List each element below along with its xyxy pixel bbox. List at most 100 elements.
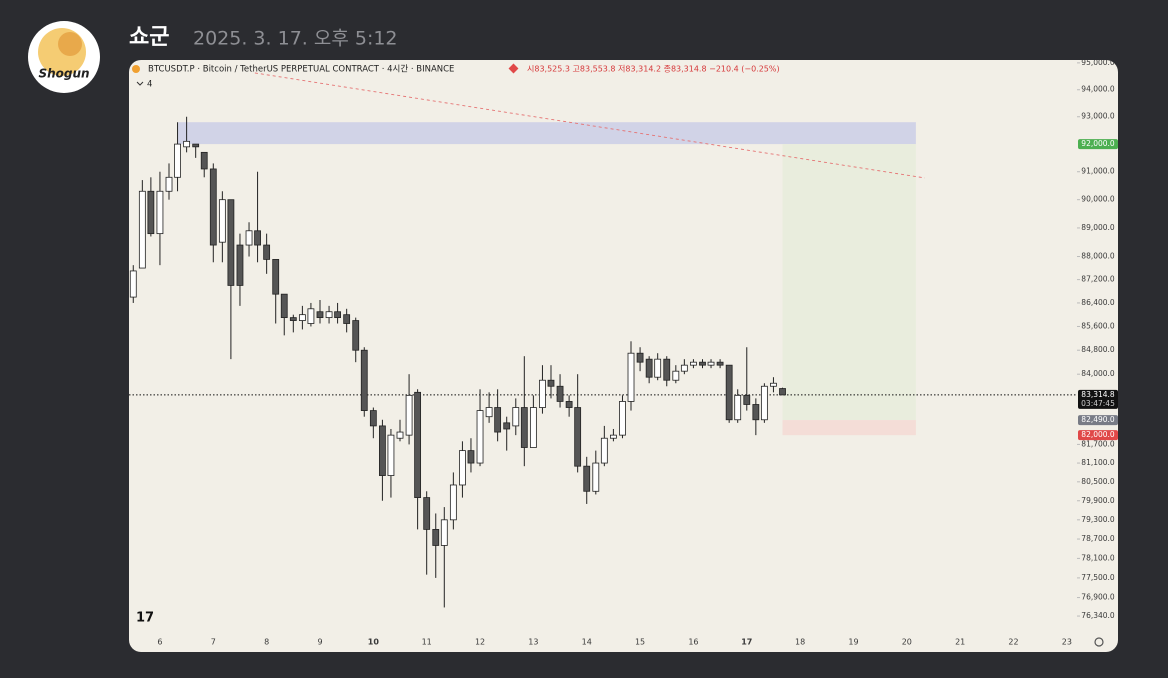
candle-body — [600, 437, 608, 464]
countdown: 03:47:45 — [1081, 399, 1115, 408]
axis-marker-box — [1078, 139, 1118, 150]
candle-body — [779, 388, 786, 396]
candle-body — [263, 244, 271, 260]
candle-body — [289, 317, 297, 321]
x-tick-label: 9 — [317, 638, 322, 647]
settings-icon[interactable] — [1094, 637, 1104, 647]
avatar[interactable]: Shogun — [28, 21, 100, 93]
y-tick-label: 78,100.0 — [1081, 553, 1115, 562]
candle-body — [272, 258, 280, 295]
y-tick-label: 76,900.0 — [1081, 593, 1115, 602]
candle-body — [129, 270, 137, 298]
chart-header: BTCUSDT.P · Bitcoin / TetherUS PERPETUAL… — [148, 64, 454, 75]
candle-body — [449, 484, 457, 521]
price-label: 83,314.8 — [1081, 390, 1115, 399]
candle-body — [645, 358, 653, 378]
candle-body — [592, 462, 600, 492]
x-tick-label: 14 — [582, 638, 592, 647]
candle-body — [218, 199, 226, 243]
zone — [782, 144, 916, 421]
candle-body — [200, 151, 208, 170]
candle-body — [245, 230, 253, 246]
candle-body — [432, 529, 440, 546]
y-tick-label: 76,340.0 — [1081, 611, 1115, 620]
y-tick-label: 79,900.0 — [1081, 496, 1115, 505]
tv-logo: 17 — [136, 611, 154, 626]
x-tick-label: 19 — [848, 638, 858, 647]
candle-body — [209, 168, 217, 246]
candle-body — [636, 352, 644, 363]
y-tick-label: 80,500.0 — [1081, 477, 1115, 486]
candle-body — [485, 407, 493, 418]
candle-body — [770, 382, 777, 387]
candle-body — [369, 410, 377, 427]
y-tick-label: 84,000.0 — [1081, 369, 1115, 378]
y-tick-label: 86,400.0 — [1081, 298, 1115, 307]
x-tick-label: 10 — [368, 638, 380, 647]
chart-card — [129, 60, 1118, 652]
candle-body — [743, 394, 751, 405]
y-tick-label: 78,700.0 — [1081, 534, 1115, 543]
candle-body — [520, 407, 528, 448]
candle-body — [165, 176, 173, 192]
candle-body — [680, 364, 688, 372]
author[interactable]: 쇼군 — [129, 25, 169, 50]
x-tick-label: 12 — [475, 638, 485, 647]
candle-body — [654, 358, 662, 378]
y-tick-label: 87,200.0 — [1081, 275, 1115, 284]
candle-body — [547, 379, 555, 387]
x-tick-label: 8 — [264, 638, 269, 647]
candle-body — [663, 358, 671, 381]
candle-body — [414, 391, 422, 498]
candle-body — [574, 407, 582, 467]
candle-body — [707, 361, 715, 366]
candle-body — [343, 314, 351, 324]
trendline — [254, 72, 926, 179]
zone — [178, 122, 916, 145]
candle-body — [423, 497, 431, 530]
x-tick-label: 17 — [741, 638, 752, 647]
zone — [782, 420, 916, 436]
candle-body — [307, 308, 315, 324]
candle-body — [138, 190, 146, 269]
axis-marker-label: 82,000.0 — [1081, 430, 1115, 439]
candle-body — [503, 422, 511, 430]
candle-body — [699, 361, 706, 366]
candle-body — [440, 519, 448, 546]
x-tick-label: 13 — [528, 638, 538, 647]
candle-body — [734, 394, 742, 421]
candle-body — [174, 143, 181, 178]
y-tick-label: 77,500.0 — [1081, 573, 1115, 582]
x-tick-label: 22 — [1008, 638, 1018, 647]
candle-body — [725, 364, 733, 421]
collapse-icon[interactable] — [136, 81, 144, 86]
candle-body — [325, 311, 333, 319]
candle-body — [627, 352, 635, 402]
y-tick-label: 89,000.0 — [1081, 223, 1115, 232]
x-tick-label: 16 — [688, 638, 698, 647]
symbol-icon — [132, 65, 140, 73]
x-tick-label: 6 — [157, 638, 162, 647]
timestamp: 2025. 3. 17. 오후 5:12 — [193, 28, 398, 50]
candle-body — [583, 465, 591, 492]
candle-body — [556, 385, 564, 402]
y-tick-label: 81,700.0 — [1081, 439, 1115, 448]
candle-body — [619, 401, 626, 436]
x-tick-label: 23 — [1062, 638, 1072, 647]
candle-body — [352, 320, 360, 351]
y-tick-label: 94,000.0 — [1081, 85, 1115, 94]
candle-body — [227, 199, 235, 286]
candle-body — [716, 361, 724, 366]
x-tick-label: 7 — [211, 638, 216, 647]
x-tick-label: 18 — [795, 638, 805, 647]
y-tick-label: 81,100.0 — [1081, 458, 1115, 467]
plot-area — [129, 72, 1077, 608]
candle-body — [459, 450, 466, 486]
y-tick-label: 79,300.0 — [1081, 515, 1115, 524]
candle-body — [476, 410, 484, 464]
avatar-label: Shogun — [38, 67, 89, 81]
candle-body — [298, 314, 306, 321]
y-tick-label: 90,000.0 — [1081, 195, 1115, 204]
y-tick-label: 91,000.0 — [1081, 167, 1115, 176]
candle-body — [183, 140, 191, 148]
